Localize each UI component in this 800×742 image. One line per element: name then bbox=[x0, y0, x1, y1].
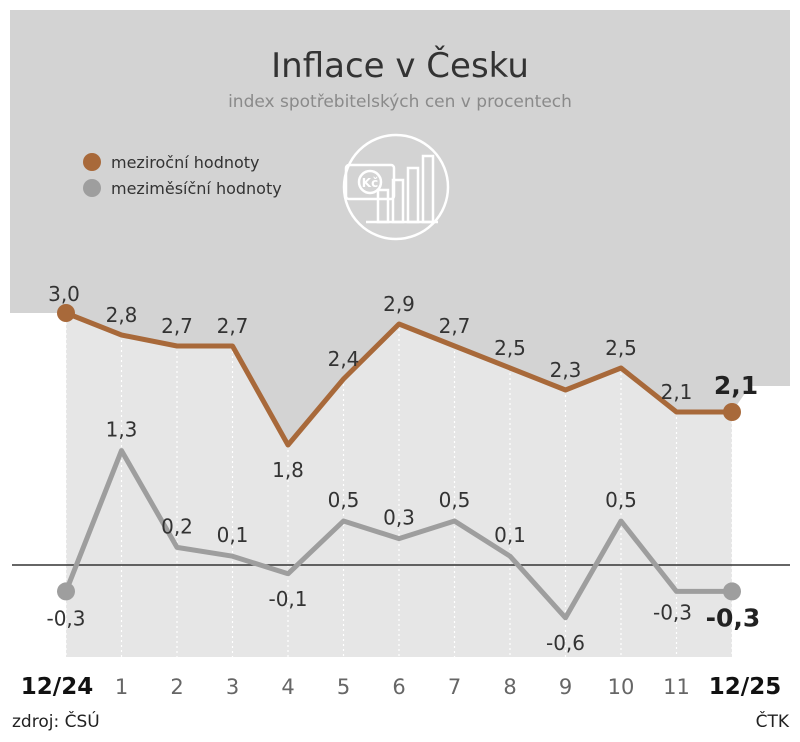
series-line-mom bbox=[63, 448, 732, 621]
yoy-value-label: 2,7 bbox=[217, 314, 249, 338]
mom-value-label: 0,5 bbox=[439, 488, 471, 512]
x-tick-label: 8 bbox=[503, 675, 516, 699]
x-tick-label: 11 bbox=[663, 675, 690, 699]
series-line-yoy bbox=[65, 310, 732, 448]
agency-credit: ČTK bbox=[756, 710, 790, 732]
mom-value-label: -0,6 bbox=[546, 631, 585, 655]
yoy-point bbox=[57, 304, 75, 322]
yoy-value-label: 2,5 bbox=[605, 336, 637, 360]
data-points bbox=[57, 304, 741, 601]
x-tick-label: 7 bbox=[448, 675, 461, 699]
legend-label-mom: meziměsíční hodnoty bbox=[111, 179, 282, 198]
mom-value-label: 0,5 bbox=[605, 488, 637, 512]
chart-subtitle: index spotřebitelských cen v procentech bbox=[228, 92, 572, 112]
x-tick-label: 1 bbox=[115, 675, 128, 699]
mom-value-label: -0,1 bbox=[268, 587, 307, 611]
yoy-value-label: 2,9 bbox=[383, 292, 415, 316]
mom-value-label: 0,2 bbox=[161, 514, 193, 538]
x-tick-label: 2 bbox=[170, 675, 183, 699]
mom-value-label: 0,3 bbox=[383, 506, 415, 530]
yoy-value-label: 2,3 bbox=[550, 358, 582, 382]
mom-point bbox=[57, 582, 75, 601]
mom-value-label: -0,3 bbox=[46, 606, 85, 630]
mom-value-label: 0,1 bbox=[217, 523, 249, 547]
x-tick-label: 6 bbox=[392, 675, 405, 699]
yoy-value-label: 2,7 bbox=[439, 314, 471, 338]
legend-marker-mom bbox=[83, 179, 101, 197]
x-tick-label: 12/25 bbox=[709, 674, 781, 700]
x-tick-label: 5 bbox=[337, 675, 350, 699]
mom-value-label: 1,3 bbox=[106, 418, 138, 442]
yoy-point bbox=[723, 403, 741, 421]
background-band bbox=[10, 10, 790, 445]
legend-label-yoy: meziroční hodnoty bbox=[111, 153, 260, 172]
legend-marker-yoy bbox=[83, 153, 101, 171]
x-tick-label: 3 bbox=[226, 675, 239, 699]
mom-value-label: 0,1 bbox=[494, 523, 526, 547]
x-axis-ticks: 12/24 1 2 3 4 5 6 7 8 9 10 11 12/25 bbox=[21, 674, 781, 700]
yoy-value-label: 2,7 bbox=[161, 314, 193, 338]
mom-value-label: 0,5 bbox=[328, 488, 360, 512]
mom-value-label: -0,3 bbox=[706, 603, 761, 632]
x-tick-label: 4 bbox=[281, 675, 294, 699]
yoy-value-label: 2,1 bbox=[714, 371, 758, 400]
yoy-value-label: 2,1 bbox=[661, 380, 693, 404]
yoy-value-label: 1,8 bbox=[272, 458, 304, 482]
yoy-value-label: 2,5 bbox=[494, 336, 526, 360]
data-labels: 3,0 2,8 2,7 2,7 1,8 2,4 2,9 2,7 2,5 2,3 2,5 2,1 2,1 -… bbox=[46, 282, 760, 655]
x-tick-label: 10 bbox=[608, 675, 635, 699]
chart-title: Inflace v Česku bbox=[271, 45, 529, 86]
yoy-value-label: 3,0 bbox=[48, 282, 80, 306]
x-tick-label: 9 bbox=[559, 675, 572, 699]
yoy-value-label: 2,4 bbox=[328, 347, 360, 371]
yoy-value-label: 2,8 bbox=[106, 303, 138, 327]
mom-point bbox=[723, 582, 741, 601]
mom-value-label: -0,3 bbox=[653, 600, 692, 624]
svg-text:Kč: Kč bbox=[362, 176, 378, 190]
money-chart-icon: Kč bbox=[342, 133, 450, 241]
x-tick-label: 12/24 bbox=[21, 674, 93, 700]
source-note: zdroj: ČSÚ bbox=[12, 710, 100, 732]
